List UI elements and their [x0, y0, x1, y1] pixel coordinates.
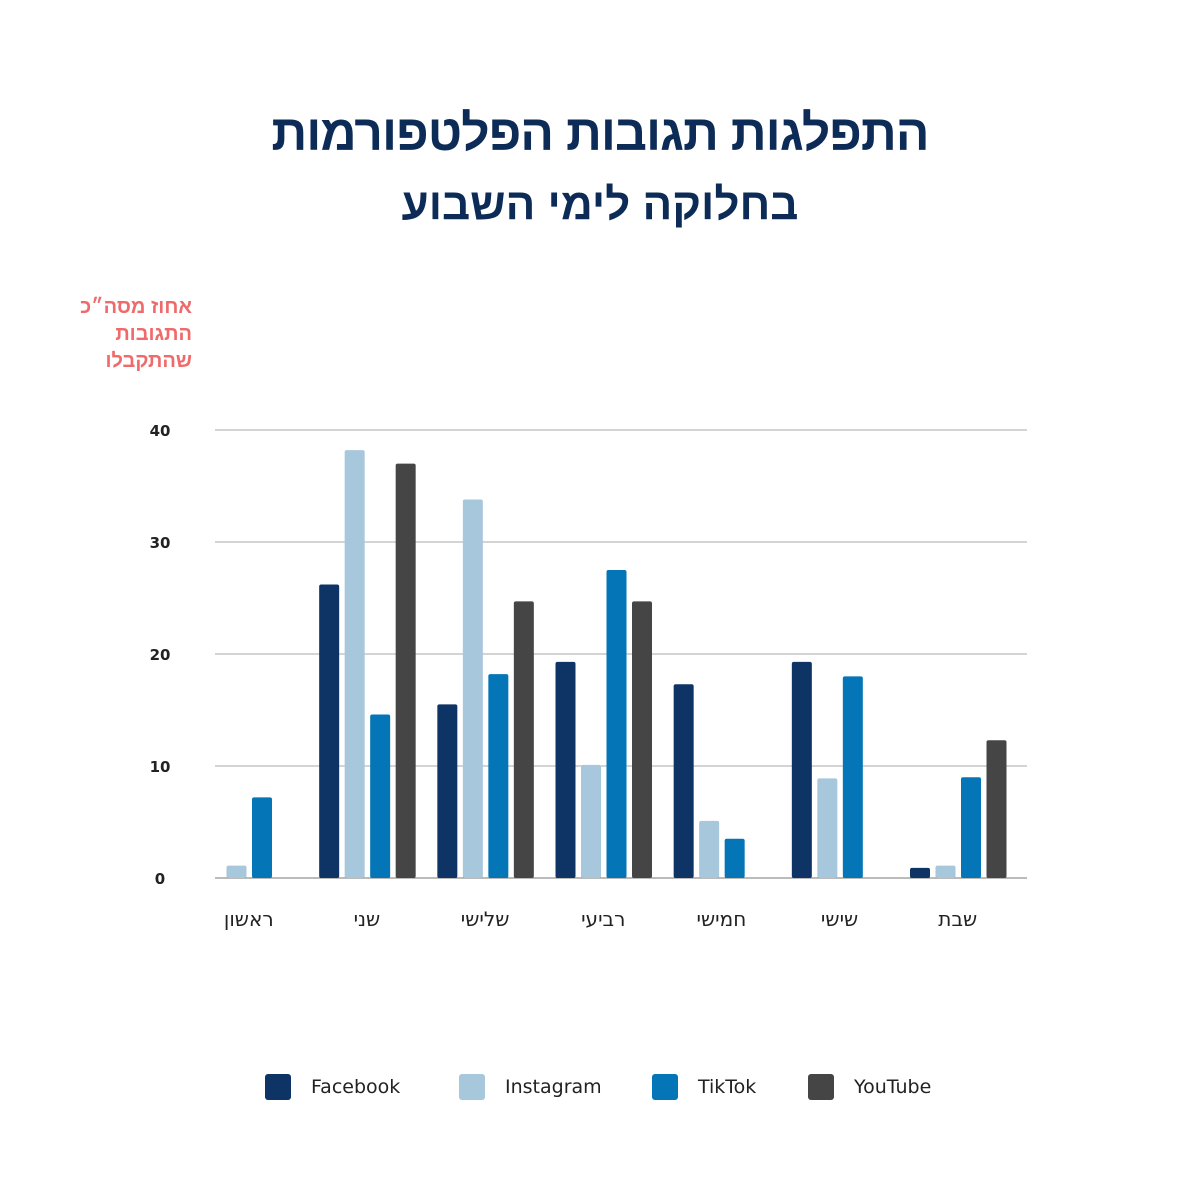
- legend-item-facebook: Facebook: [265, 1072, 400, 1102]
- bar-tiktok: [606, 570, 627, 878]
- bar-youtube: [395, 463, 416, 878]
- bar-tiktok: [961, 777, 981, 878]
- legend-swatch: [808, 1074, 834, 1100]
- bar-tiktok: [724, 838, 745, 878]
- legend-swatch: [459, 1074, 485, 1100]
- legend-label: Facebook: [311, 1076, 401, 1098]
- bar-facebook: [673, 684, 694, 878]
- y-tick-label: 30: [150, 534, 171, 552]
- bar-youtube: [632, 601, 652, 878]
- bars: [226, 450, 1007, 878]
- y-tick-label: 0: [155, 870, 165, 888]
- y-tick-label: 40: [150, 422, 171, 440]
- legend-item-instagram: Instagram: [459, 1072, 602, 1102]
- legend-label: YouTube: [854, 1076, 932, 1098]
- bar-instagram: [344, 450, 365, 878]
- bar-chart: 0 10 20 30 40 ראשון שני שלישי רביעי חמישי שישי שבת: [150, 422, 1027, 931]
- y-tick-label: 10: [150, 758, 171, 776]
- y-tick-label: 20: [150, 646, 171, 664]
- chart-subtitle: בחלוקה לימי השבוע: [401, 180, 799, 229]
- bar-youtube: [986, 740, 1007, 878]
- bar-facebook: [910, 867, 930, 878]
- x-tick-label: שישי: [821, 907, 858, 931]
- legend-swatch: [652, 1074, 678, 1100]
- bar-tiktok: [842, 676, 863, 878]
- x-tick-labels: ראשון שני שלישי רביעי חמישי שישי שבת: [224, 907, 977, 931]
- chart-title: התפלגות תגובות הפלטפורמות: [271, 105, 929, 161]
- bar-youtube: [513, 601, 534, 878]
- y-axis-label: אחוז מסה״כ התגובות שהתקבלו: [80, 296, 192, 372]
- bar-tiktok: [370, 714, 391, 878]
- legend-label: TikTok: [698, 1076, 757, 1098]
- bar-tiktok: [488, 674, 509, 878]
- y-tick-labels: 0 10 20 30 40: [150, 422, 171, 888]
- x-tick-label: שני: [354, 907, 381, 931]
- x-tick-label: רביעי: [581, 907, 625, 931]
- x-tick-label: שלישי: [461, 907, 510, 931]
- x-tick-label: ראשון: [224, 907, 274, 931]
- bar-instagram: [699, 820, 720, 878]
- bar-instagram: [581, 764, 601, 878]
- bar-facebook: [555, 661, 576, 878]
- bar-instagram: [817, 778, 838, 878]
- bar-tiktok: [252, 797, 272, 878]
- bar-facebook: [319, 584, 340, 878]
- x-tick-label: שבת: [938, 907, 977, 931]
- legend-item-tiktok: TikTok: [652, 1072, 756, 1102]
- bar-instagram: [935, 865, 956, 878]
- legend: Facebook Instagram TikTok YouTube: [0, 1072, 1200, 1102]
- legend-swatch: [265, 1074, 291, 1100]
- legend-label: Instagram: [505, 1076, 602, 1098]
- bar-facebook: [791, 661, 812, 878]
- legend-item-youtube: YouTube: [808, 1072, 931, 1102]
- x-tick-label: חמישי: [697, 907, 747, 931]
- bar-instagram: [462, 499, 483, 878]
- bar-instagram: [226, 865, 247, 878]
- bar-facebook: [437, 704, 458, 878]
